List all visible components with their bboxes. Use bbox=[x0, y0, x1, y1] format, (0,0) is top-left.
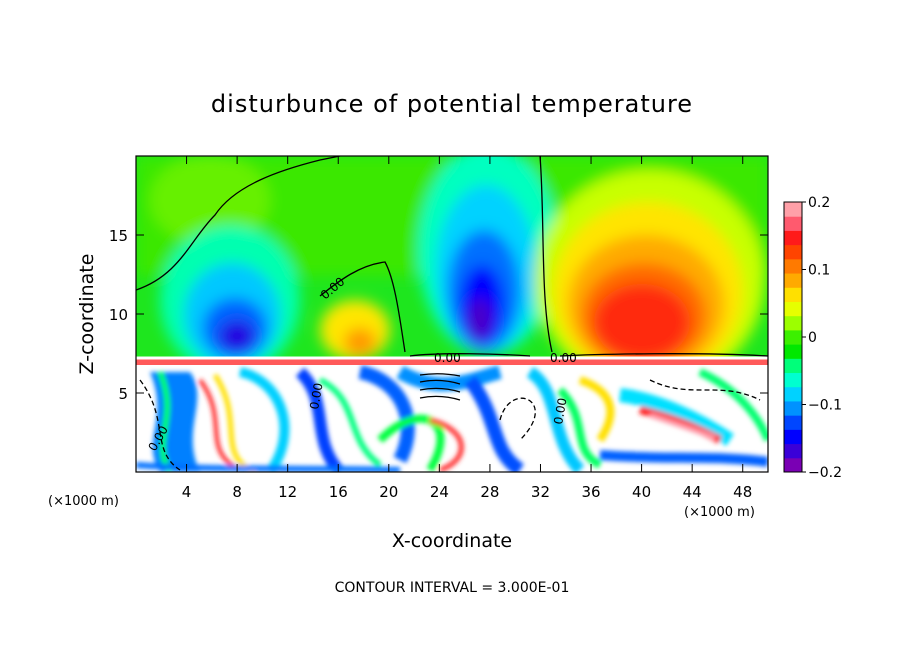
colorbar-swatch bbox=[784, 230, 802, 246]
chart-title: disturbunce of potential temperature bbox=[211, 90, 693, 118]
x-tick-label: 44 bbox=[683, 483, 702, 501]
contour-label: 0.00 bbox=[550, 351, 577, 365]
x-tick-label: 16 bbox=[329, 483, 348, 501]
colorbar-swatch bbox=[784, 258, 802, 274]
colorbar-swatch bbox=[784, 415, 802, 430]
colorbar-swatch bbox=[784, 301, 802, 317]
x-tick-label: 28 bbox=[480, 483, 499, 501]
colorbar-swatch bbox=[784, 315, 802, 331]
x-axis: 4 8 12 16 20 24 28 32 36 40 44 48 bbox=[182, 156, 752, 501]
colorbar-swatch bbox=[784, 457, 802, 473]
contour-lines bbox=[136, 156, 768, 471]
colorbar-swatch bbox=[784, 443, 802, 459]
y-tick-label: 5 bbox=[118, 385, 128, 403]
colorbar-swatch bbox=[784, 273, 802, 288]
x-tick-label: 40 bbox=[632, 483, 651, 501]
x-tick-label: 32 bbox=[531, 483, 550, 501]
x-tick-label: 36 bbox=[581, 483, 600, 501]
contour-labels: 0.00 0.00 0.00 0.00 0.00 0.00 bbox=[145, 274, 576, 453]
contour-label: 0.00 bbox=[551, 397, 569, 426]
colorbar-swatch bbox=[784, 329, 802, 345]
colorbar-swatch bbox=[784, 244, 802, 260]
contour-interval-footer: CONTOUR INTERVAL = 3.000E-01 bbox=[335, 580, 570, 596]
colorbar-swatch bbox=[784, 429, 802, 445]
colorbar: 0.2 0.1 0 −0.1 −0.2 bbox=[783, 195, 842, 481]
y-tick-label: 15 bbox=[109, 227, 128, 245]
x-tick-label: 48 bbox=[733, 483, 752, 501]
colorbar-tick-label: −0.2 bbox=[808, 465, 842, 481]
x-tick-label: 4 bbox=[182, 483, 192, 501]
y-axis-label: Z-coordinate bbox=[76, 254, 98, 375]
x-unit-left: (×1000 m) bbox=[48, 494, 119, 509]
x-tick-label: 20 bbox=[379, 483, 398, 501]
colorbar-swatch bbox=[784, 400, 802, 416]
y-axis: 5 10 15 bbox=[109, 227, 768, 403]
colorbar-tick-label: −0.1 bbox=[808, 398, 842, 414]
colorbar-swatch bbox=[784, 202, 802, 217]
y-tick-label: 10 bbox=[109, 306, 128, 324]
colorbar-tick-label: 0.2 bbox=[808, 195, 830, 211]
colorbar-swatch bbox=[784, 216, 802, 231]
x-unit-right: (×1000 m) bbox=[684, 505, 755, 520]
plot-area: 0.00 0.00 0.00 0.00 0.00 0.00 bbox=[136, 156, 768, 472]
x-tick-label: 8 bbox=[232, 483, 242, 501]
upper-field bbox=[136, 156, 768, 390]
colorbar-swatch bbox=[784, 386, 802, 402]
colorbar-tick-label: 0.1 bbox=[808, 263, 830, 279]
colorbar-swatch bbox=[784, 358, 802, 374]
colorbar-swatch bbox=[784, 287, 802, 302]
lower-turbulent-field bbox=[136, 356, 768, 472]
x-tick-label: 24 bbox=[430, 483, 449, 501]
contour-label: 0.00 bbox=[307, 382, 325, 411]
x-axis-label: X-coordinate bbox=[392, 530, 512, 552]
x-tick-label: 12 bbox=[278, 483, 297, 501]
contour-label: 0.00 bbox=[434, 351, 461, 365]
colorbar-tick-label: 0 bbox=[808, 330, 817, 346]
colorbar-swatch bbox=[784, 372, 802, 388]
colorbar-swatch bbox=[784, 344, 802, 359]
